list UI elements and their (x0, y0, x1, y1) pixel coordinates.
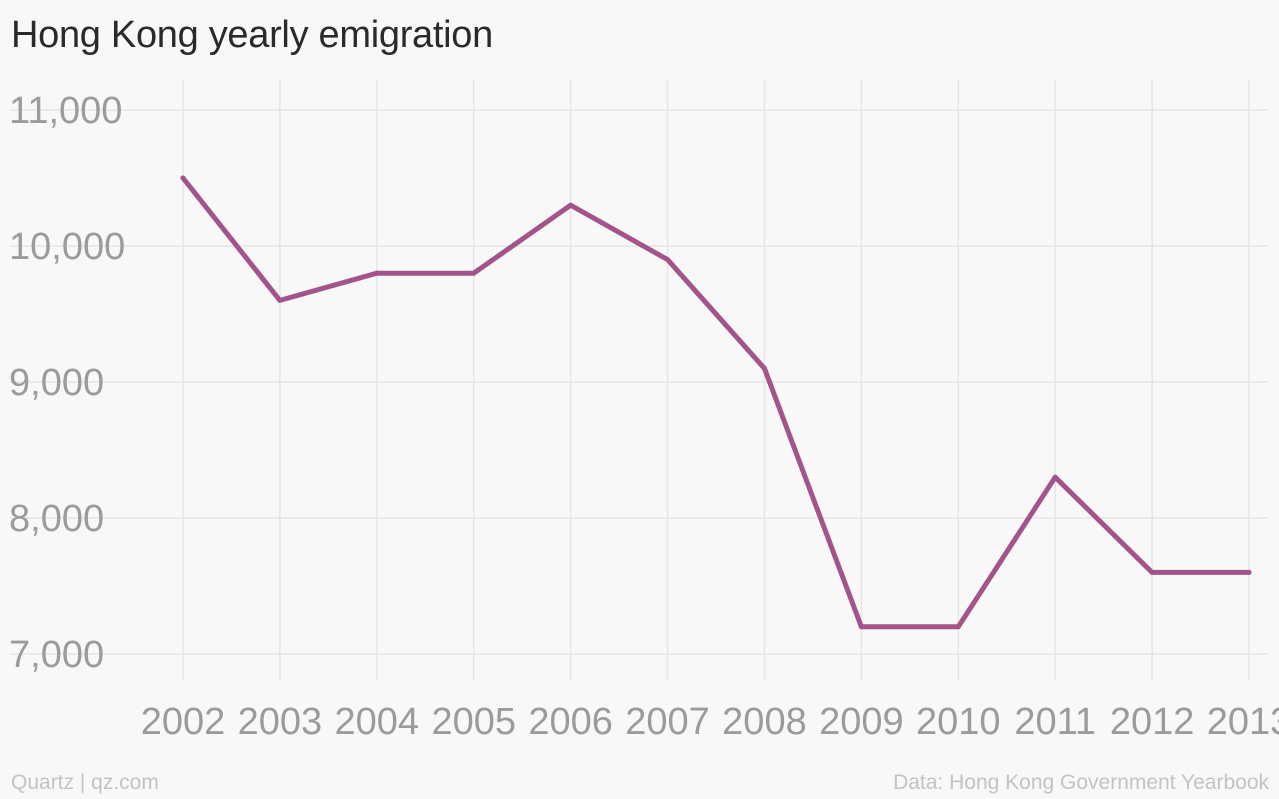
data-point (1149, 569, 1155, 575)
data-source: Data: Hong Kong Government Yearbook (893, 771, 1269, 794)
y-tick-label: 8,000 (9, 498, 104, 540)
x-tick-label: 2011 (1014, 701, 1096, 743)
data-point (858, 624, 864, 630)
x-tick-label: 2012 (1110, 701, 1195, 743)
data-point (471, 270, 477, 276)
series-layer (180, 175, 1252, 630)
y-tick-label: 10,000 (9, 226, 125, 268)
source-credit: Quartz | qz.com (11, 771, 159, 794)
x-tick-label: 2003 (238, 701, 323, 743)
chart-title: Hong Kong yearly emigration (11, 14, 493, 56)
vertical-gridlines (182, 80, 1250, 680)
data-point (761, 365, 767, 371)
data-point (1052, 474, 1058, 480)
data-point (1246, 569, 1252, 575)
x-tick-label: 2007 (625, 701, 710, 743)
data-point (180, 175, 186, 181)
y-tick-label: 11,000 (9, 90, 122, 132)
x-tick-label: 2010 (916, 701, 1001, 743)
y-tick-label: 9,000 (9, 362, 104, 404)
x-tick-label: 2002 (141, 701, 226, 743)
y-axis-ticks: 7,000 8,000 9,000 10,000 11,000 (9, 90, 125, 676)
x-tick-label: 2013 (1207, 701, 1279, 743)
data-point (374, 270, 380, 276)
data-point (955, 624, 961, 630)
series-line (180, 175, 1252, 630)
x-tick-label: 2006 (528, 701, 613, 743)
x-tick-label: 2005 (431, 701, 516, 743)
x-tick-label: 2008 (722, 701, 807, 743)
y-tick-label: 7,000 (9, 634, 104, 676)
x-tick-label: 2009 (819, 701, 904, 743)
data-point (277, 297, 283, 303)
x-axis-ticks: 2002 2003 2004 2005 2006 2007 2008 2009 2010 2011… (141, 701, 1279, 743)
data-point (568, 202, 574, 208)
horizontal-gridlines (10, 109, 1268, 655)
data-point (665, 257, 671, 263)
x-tick-label: 2004 (335, 701, 420, 743)
